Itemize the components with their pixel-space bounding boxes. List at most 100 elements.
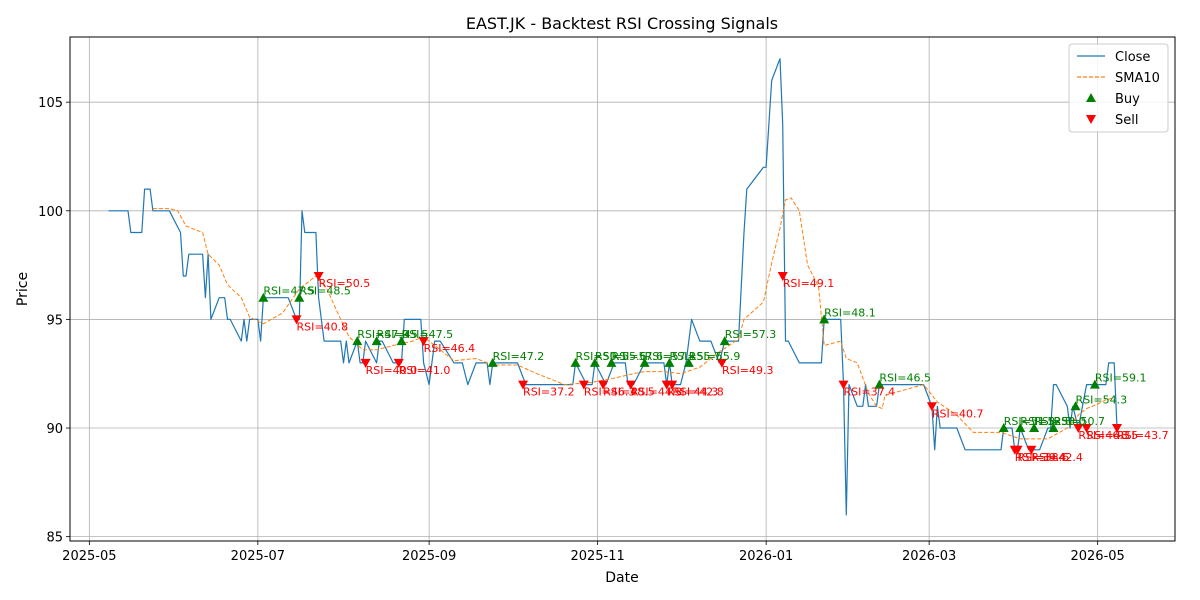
sell-marker [667, 380, 678, 390]
legend-label: Close [1115, 50, 1150, 65]
sell-marker [1026, 445, 1037, 455]
buy-marker [683, 357, 694, 367]
buy-label: RSI=47.5 [263, 285, 315, 298]
sell-marker [1111, 424, 1122, 434]
buy-label: RSI=53.0 [1034, 415, 1086, 428]
buy-label: RSI=57.6 [611, 350, 663, 363]
buy-marker [1089, 379, 1100, 389]
sell-label: RSI=44.3 [631, 386, 683, 399]
x-tick-label: 2025-11 [570, 549, 624, 564]
signal-markers [258, 271, 1122, 455]
sell-label: RSI=38.6 [1018, 451, 1070, 464]
x-tick-label: 2025-09 [402, 549, 456, 564]
sell-label: RSI=39.4 [1015, 451, 1067, 464]
sell-marker [1081, 424, 1092, 434]
sell-label: RSI=48.5 [603, 386, 655, 399]
buy-label: RSI=54.3 [1076, 393, 1128, 406]
buy-marker [1029, 423, 1040, 433]
buy-label: RSI=50.1 [576, 350, 628, 363]
sell-marker [926, 402, 937, 412]
buy-marker [874, 379, 885, 389]
sell-label: RSI=50.5 [319, 277, 371, 290]
buy-marker [1015, 423, 1026, 433]
sell-marker [777, 271, 788, 281]
sell-label: RSI=37.4 [844, 386, 896, 399]
plot-frame [69, 36, 1176, 542]
x-axis-ticks: 2025-05 2025-07 2025-09 2025-11 2026-01 2026-… [62, 541, 1125, 564]
buy-marker [258, 292, 269, 302]
sell-marker [313, 271, 324, 281]
buy-marker [371, 336, 382, 346]
legend-box [1068, 43, 1169, 133]
y-axis-ticks: 85 90 95 100 105 [38, 96, 70, 546]
buy-label: RSI=52.8 [1020, 415, 1072, 428]
chart-title: EAST.JK - Backtest RSI Crossing Signals [466, 14, 778, 33]
x-tick-label: 2026-03 [902, 549, 956, 564]
buy-label: RSI=47.5 [402, 328, 454, 341]
buy-label: RSI=48.1 [824, 306, 876, 319]
sell-marker [1012, 445, 1023, 455]
sell-marker [578, 380, 589, 390]
sell-marker [360, 358, 371, 368]
x-tick-label: 2025-07 [231, 549, 285, 564]
plot-lines [108, 58, 1118, 516]
buy-label: RSI=47.2 [493, 350, 545, 363]
buy-label: RSI=47.0 [357, 328, 409, 341]
sell-label: RSI=40.8 [297, 320, 349, 333]
sell-label: RSI=41.0 [399, 364, 451, 377]
buy-marker [719, 336, 730, 346]
buy-marker [639, 357, 650, 367]
buy-marker [570, 357, 581, 367]
sell-marker [418, 337, 429, 347]
legend-swatch [1086, 115, 1096, 124]
y-tick-label: 95 [46, 313, 63, 328]
sell-marker [598, 380, 609, 390]
x-tick-label: 2025-05 [62, 549, 116, 564]
y-tick-label: 90 [46, 422, 63, 437]
sell-label: RSI=46.3 [584, 386, 636, 399]
sell-marker [291, 315, 302, 325]
buy-label: RSI=48.5 [299, 285, 351, 298]
legend-label: Sell [1115, 113, 1138, 128]
series-line-close [108, 58, 1118, 516]
buy-marker [664, 357, 675, 367]
sell-marker [1073, 424, 1084, 434]
x-axis-title: Date [605, 570, 638, 586]
y-tick-label: 105 [38, 96, 63, 111]
sell-marker [393, 358, 404, 368]
buy-marker [589, 357, 600, 367]
x-tick-label: 2026-01 [739, 549, 793, 564]
buy-label: RSI=46.5 [879, 372, 931, 385]
legend: Close SMA10 Buy Sell [1068, 43, 1169, 133]
buy-label: RSI=57.3 [725, 328, 777, 341]
signal-labels: RSI=47.5RSI=48.5RSI=47.0RSI=45.5RSI=47.5… [263, 277, 1168, 464]
sell-label: RSI=49.3 [722, 364, 774, 377]
sell-marker [838, 380, 849, 390]
legend-label: Buy [1115, 92, 1140, 107]
sell-label: RSI=43.7 [1117, 429, 1169, 442]
x-tick-label: 2026-05 [1070, 549, 1124, 564]
sell-label: RSI=44.3 [667, 386, 719, 399]
legend-label: SMA10 [1115, 71, 1160, 86]
sell-label: RSI=37.2 [523, 386, 575, 399]
sell-label: RSI=42.8 [672, 386, 724, 399]
series-line-sma10 [152, 197, 1115, 440]
buy-label: RSI=45.5 [377, 328, 429, 341]
sell-marker [518, 380, 529, 390]
y-tick-label: 100 [38, 205, 63, 220]
buy-label: RSI=55.6 [595, 350, 647, 363]
buy-marker [1048, 423, 1059, 433]
sell-label: RSI=40.0 [366, 364, 418, 377]
buy-label: RSI=50.7 [1053, 415, 1105, 428]
buy-label: RSI=55.7 [669, 350, 721, 363]
buy-label: RSI=59.1 [1095, 372, 1147, 385]
sell-label: RSI=48.5 [1087, 429, 1139, 442]
sell-marker [625, 380, 636, 390]
sell-marker [716, 358, 727, 368]
sell-label: RSI=46.4 [424, 342, 476, 355]
y-axis-title: Price [15, 272, 31, 306]
buy-marker [396, 336, 407, 346]
sell-label: RSI=49.1 [783, 277, 835, 290]
